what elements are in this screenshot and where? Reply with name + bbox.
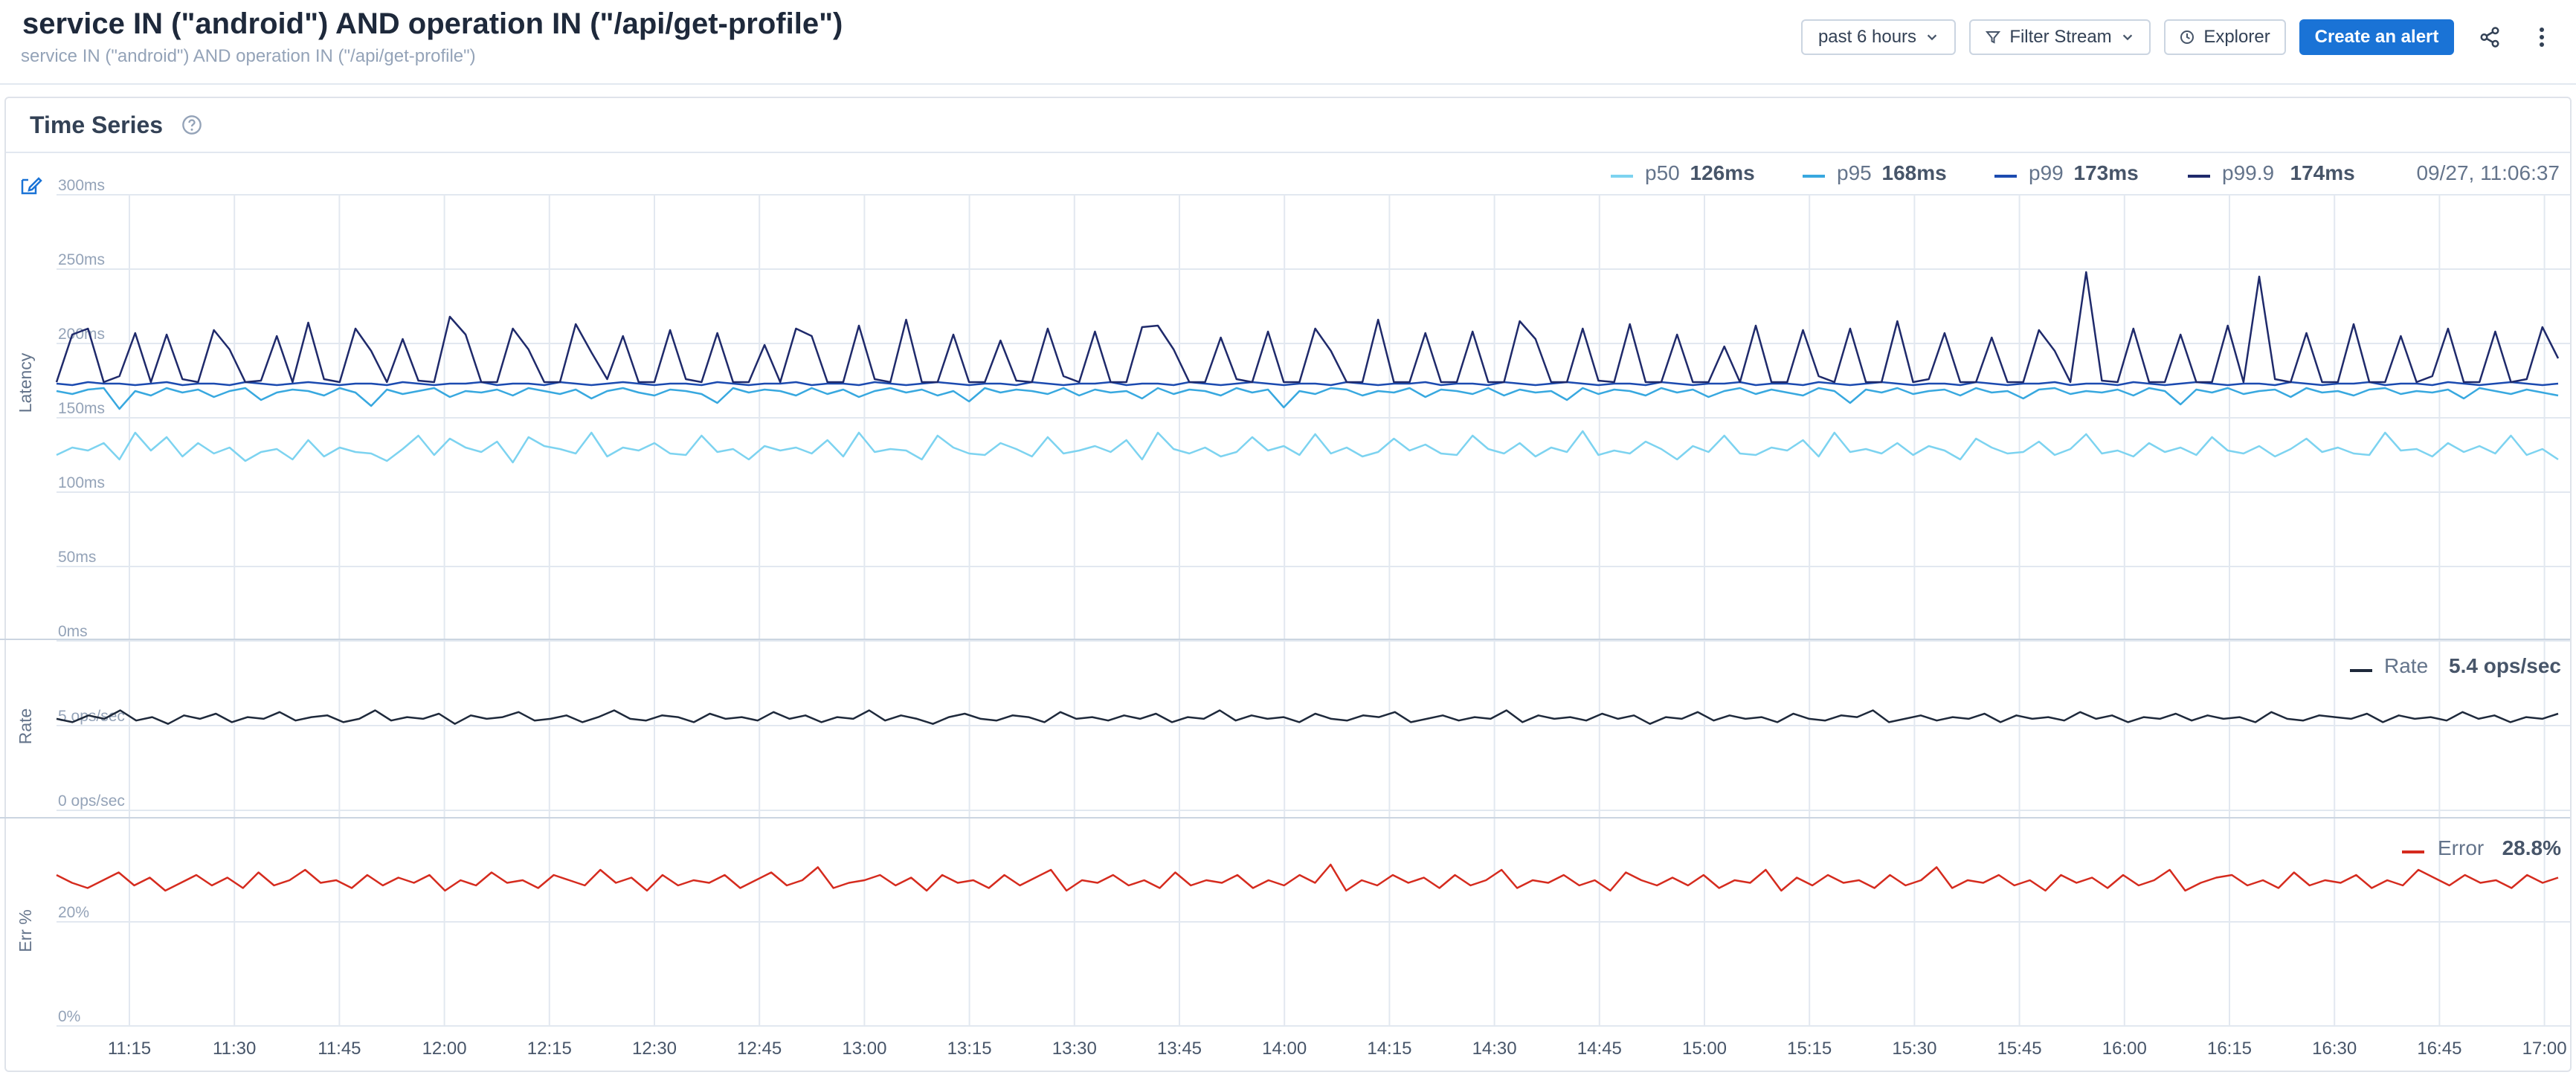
y-tick-label: 0ms	[58, 623, 88, 640]
legend-value: 174ms	[2290, 161, 2355, 184]
time-range-label: past 6 hours	[1817, 27, 1917, 47]
x-tick-label: 16:45	[2417, 1039, 2461, 1059]
axis-title: Latency	[16, 352, 35, 413]
y-tick-label: 0 ops/sec	[58, 792, 125, 810]
y-tick-label: 150ms	[58, 400, 105, 417]
x-tick-label: 12:00	[422, 1039, 467, 1059]
x-tick-label: 11:30	[213, 1039, 256, 1059]
x-tick-label: 13:15	[947, 1039, 992, 1059]
series-line-p50	[56, 430, 2559, 464]
page-subtitle: service IN ("android") AND operation IN …	[21, 46, 476, 66]
y-tick-label: 100ms	[58, 474, 105, 491]
help-circle-icon[interactable]	[181, 114, 202, 135]
y-tick-label: 50ms	[58, 549, 96, 566]
y-tick-label: 250ms	[58, 251, 105, 268]
time-series-panel: Time Series	[4, 97, 2572, 1072]
axis-title: Err %	[16, 909, 35, 952]
legend-label: Rate	[2384, 654, 2428, 677]
share-icon	[2480, 27, 2499, 48]
filter-stream-button[interactable]: Filter Stream	[1969, 19, 2151, 55]
more-options-button[interactable]	[2525, 19, 2558, 55]
x-tick-label: 15:30	[1892, 1039, 1936, 1059]
x-tick-label: 11:45	[318, 1039, 361, 1059]
chevron-down-icon	[1927, 34, 1937, 41]
x-tick-label: 14:45	[1577, 1039, 1622, 1059]
x-tick-label: 17:00	[2522, 1039, 2567, 1059]
x-tick-label: 11:15	[108, 1039, 151, 1059]
series-line-rate	[56, 709, 2559, 725]
create-alert-label: Create an alert	[2314, 27, 2439, 47]
legend-timestamp: 09/27, 11:06:37	[2416, 161, 2560, 184]
x-tick-label: 15:00	[1682, 1039, 1727, 1059]
axis-title: Rate	[16, 708, 35, 745]
series-line-error	[56, 863, 2559, 892]
series-line-p99	[56, 381, 2559, 387]
legend-label: p99.9	[2222, 161, 2274, 184]
filter-icon	[1986, 31, 2001, 44]
create-alert-button[interactable]: Create an alert	[2299, 19, 2454, 55]
x-tick-label: 15:15	[1787, 1039, 1832, 1059]
x-tick-label: 16:15	[2207, 1039, 2252, 1059]
explorer-label: Explorer	[2203, 27, 2270, 47]
legend-label: p99	[2029, 161, 2064, 184]
chevron-down-icon	[2122, 34, 2132, 41]
x-tick-label: 14:15	[1367, 1039, 1411, 1059]
legend-label: p50	[1645, 161, 1680, 184]
y-tick-label: 0%	[58, 1008, 80, 1025]
x-tick-label: 12:45	[737, 1039, 782, 1059]
legend-value: 28.8%	[2502, 836, 2561, 859]
series-line-p999	[55, 271, 2560, 384]
series-line-p95	[56, 387, 2559, 410]
legend-value: 126ms	[1690, 161, 1755, 184]
legend-label: p95	[1837, 161, 1872, 184]
x-tick-label: 14:30	[1472, 1039, 1517, 1059]
y-tick-label: 200ms	[58, 326, 105, 343]
x-tick-label: 15:45	[1997, 1039, 2042, 1059]
page-title: service IN ("android") AND operation IN …	[22, 7, 843, 40]
legend-value: 5.4 ops/sec	[2449, 654, 2561, 677]
y-tick-label: 300ms	[58, 177, 105, 194]
x-tick-label: 12:15	[527, 1039, 572, 1059]
panel-title: Time Series	[30, 112, 164, 138]
clock-icon	[2180, 30, 2195, 44]
share-button[interactable]	[2472, 19, 2508, 55]
time-range-select[interactable]: past 6 hours	[1801, 19, 1956, 55]
x-tick-label: 12:30	[632, 1039, 677, 1059]
y-tick-label: 20%	[58, 904, 89, 921]
edit-icon[interactable]	[21, 177, 42, 195]
x-tick-label: 16:00	[2102, 1039, 2147, 1059]
explorer-button[interactable]: Explorer	[2164, 19, 2286, 55]
x-tick-label: 13:00	[842, 1039, 886, 1059]
filter-stream-label: Filter Stream	[2009, 27, 2112, 47]
legend-value: 168ms	[1882, 161, 1947, 184]
legend-value: 173ms	[2074, 161, 2139, 184]
page-header: service IN ("android") AND operation IN …	[0, 0, 2576, 85]
panel-header: Time Series	[6, 98, 2570, 153]
x-tick-label: 16:30	[2312, 1039, 2357, 1059]
x-tick-label: 13:30	[1052, 1039, 1097, 1059]
legend-label: Error	[2438, 836, 2484, 859]
x-tick-label: 14:00	[1262, 1039, 1307, 1059]
more-vertical-icon	[2540, 28, 2544, 47]
x-tick-label: 13:45	[1157, 1039, 1202, 1059]
